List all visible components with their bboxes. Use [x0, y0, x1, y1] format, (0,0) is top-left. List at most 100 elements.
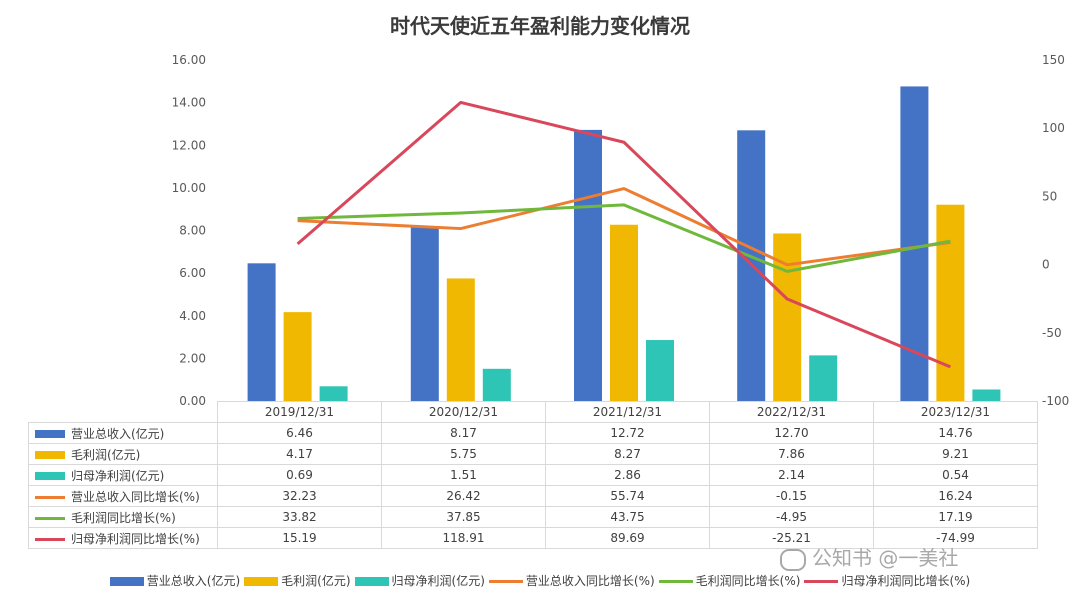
chart-legend: 营业总收入(亿元) 毛利润(亿元) 归母净利润(亿元) 营业总收入同比增长(%) 毛利润… — [0, 572, 1080, 589]
line-series — [296, 100, 951, 369]
table-series-label: 归母净利润(亿元) — [28, 464, 218, 486]
legend-swatch — [488, 580, 523, 583]
table-series-label: 毛利润同比增长(%) — [28, 506, 218, 528]
table-row: 毛利润(亿元) 4.17 5.75 8.27 7.86 9.21 — [28, 443, 1038, 465]
table-row: 毛利润同比增长(%) 33.82 37.85 43.75 -4.95 17.19 — [28, 506, 1038, 528]
series-name: 归母净利润(亿元) — [71, 468, 165, 483]
table-row: 归母净利润同比增长(%) 15.19 118.91 89.69 -25.21 -74.99 — [28, 527, 1038, 549]
table-category-2: 2020/12/31 — [381, 401, 546, 423]
table-cell: 2.86 — [545, 464, 710, 486]
table-cell: 89.69 — [545, 527, 710, 549]
bar-2-5 — [936, 204, 965, 401]
legend-item: 毛利润同比增长(%) — [658, 572, 800, 589]
legend-swatch — [804, 580, 839, 583]
left-tick-label: 10.00 — [172, 181, 206, 195]
right-tick-label: -100 — [1042, 394, 1069, 408]
right-tick-label: -50 — [1042, 326, 1062, 340]
left-tick-label: 8.00 — [179, 224, 206, 238]
bar-1-2 — [410, 226, 439, 401]
table-cell: 32.23 — [217, 485, 382, 507]
series-swatch — [35, 451, 65, 459]
legend-item: 归母净利润同比增长(%) — [804, 572, 970, 589]
series-swatch — [35, 495, 65, 499]
table-cell: 0.69 — [217, 464, 382, 486]
table-cell: -0.15 — [709, 485, 874, 507]
table-category-3: 2021/12/31 — [545, 401, 710, 423]
table-cell: 8.17 — [381, 422, 546, 444]
table-header-row: 2019/12/31 2020/12/31 2021/12/31 2022/12/31… — [28, 401, 1038, 423]
watermark-text: 公知书 @一美社 — [812, 546, 959, 570]
series-name: 营业总收入同比增长(%) — [71, 489, 200, 504]
table-cell: 15.19 — [217, 527, 382, 549]
bar-3-1 — [319, 386, 348, 401]
right-tick-label: 50 — [1042, 189, 1057, 203]
legend-label: 归母净利润同比增长(%) — [841, 574, 971, 588]
table-cell: 55.74 — [545, 485, 710, 507]
table-series-label: 营业总收入(亿元) — [28, 422, 218, 444]
bar-3-5 — [972, 389, 1001, 401]
bar-3-4 — [809, 355, 838, 401]
left-tick-label: 12.00 — [172, 138, 206, 152]
legend-label: 归母净利润(亿元) — [391, 574, 485, 588]
chat-bubble-icon — [780, 548, 806, 571]
bar-1-5 — [900, 86, 929, 402]
legend-item: 营业总收入同比增长(%) — [488, 572, 655, 589]
table-cell: 2.14 — [709, 464, 874, 486]
right-tick-label: 150 — [1042, 53, 1065, 67]
legend-swatch — [658, 580, 693, 583]
right-tick-label: 100 — [1042, 121, 1065, 135]
table-cell: 12.70 — [709, 422, 874, 444]
series-name: 毛利润(亿元) — [71, 447, 141, 462]
left-tick-label: 16.00 — [172, 53, 206, 67]
bar-3-2 — [482, 368, 511, 401]
series-swatch — [35, 516, 65, 520]
table-cell: 26.42 — [381, 485, 546, 507]
legend-swatch — [354, 577, 389, 586]
bar-3-3 — [646, 340, 674, 401]
table-corner — [28, 401, 218, 423]
bar-1-1 — [247, 263, 276, 401]
table-row: 营业总收入同比增长(%) 32.23 26.42 55.74 -0.15 16.24 — [28, 485, 1038, 507]
table-category-4: 2022/12/31 — [709, 401, 874, 423]
bar-series — [247, 86, 1001, 402]
table-cell: 118.91 — [381, 527, 546, 549]
table-cell: -25.21 — [709, 527, 874, 549]
table-cell: 8.27 — [545, 443, 710, 465]
table-series-label: 营业总收入同比增长(%) — [28, 485, 218, 507]
table-cell: 14.76 — [873, 422, 1038, 444]
table-cell: 9.21 — [873, 443, 1038, 465]
series-name: 营业总收入(亿元) — [71, 426, 165, 441]
table-cell: 4.17 — [217, 443, 382, 465]
line-series-3 — [296, 100, 951, 369]
right-tick-label: 0 — [1042, 258, 1050, 272]
table-cell: 0.54 — [873, 464, 1038, 486]
table-cell: 6.46 — [217, 422, 382, 444]
legend-item: 营业总收入(亿元) — [109, 572, 241, 589]
table-cell: 7.86 — [709, 443, 874, 465]
table-series-label: 毛利润(亿元) — [28, 443, 218, 465]
series-name: 毛利润同比增长(%) — [71, 510, 176, 525]
table-category-5: 2023/12/31 — [873, 401, 1038, 423]
table-series-label: 归母净利润同比增长(%) — [28, 527, 218, 549]
watermark: 公知书 @一美社 — [780, 542, 958, 571]
table-cell: 16.24 — [873, 485, 1038, 507]
legend-label: 营业总收入(亿元) — [146, 574, 241, 588]
legend-swatch — [109, 577, 144, 586]
legend-item: 归母净利润(亿元) — [354, 572, 485, 589]
table-cell: 5.75 — [381, 443, 546, 465]
table-cell: -4.95 — [709, 506, 874, 528]
legend-label: 营业总收入同比增长(%) — [525, 574, 655, 588]
data-table: 2019/12/31 2020/12/31 2021/12/31 2022/12/31… — [28, 401, 1038, 549]
table-cell: 37.85 — [381, 506, 546, 528]
series-swatch — [35, 472, 65, 480]
table-category-1: 2019/12/31 — [217, 401, 382, 423]
table-cell: -74.99 — [873, 527, 1038, 549]
legend-item: 毛利润(亿元) — [244, 572, 351, 589]
bar-2-1 — [283, 312, 312, 401]
table-row: 营业总收入(亿元) 6.46 8.17 12.72 12.70 14.76 — [28, 422, 1038, 444]
chart-title: 时代天使近五年盈利能力变化情况 — [390, 14, 690, 38]
table-cell: 33.82 — [217, 506, 382, 528]
bar-1-3 — [574, 129, 602, 401]
